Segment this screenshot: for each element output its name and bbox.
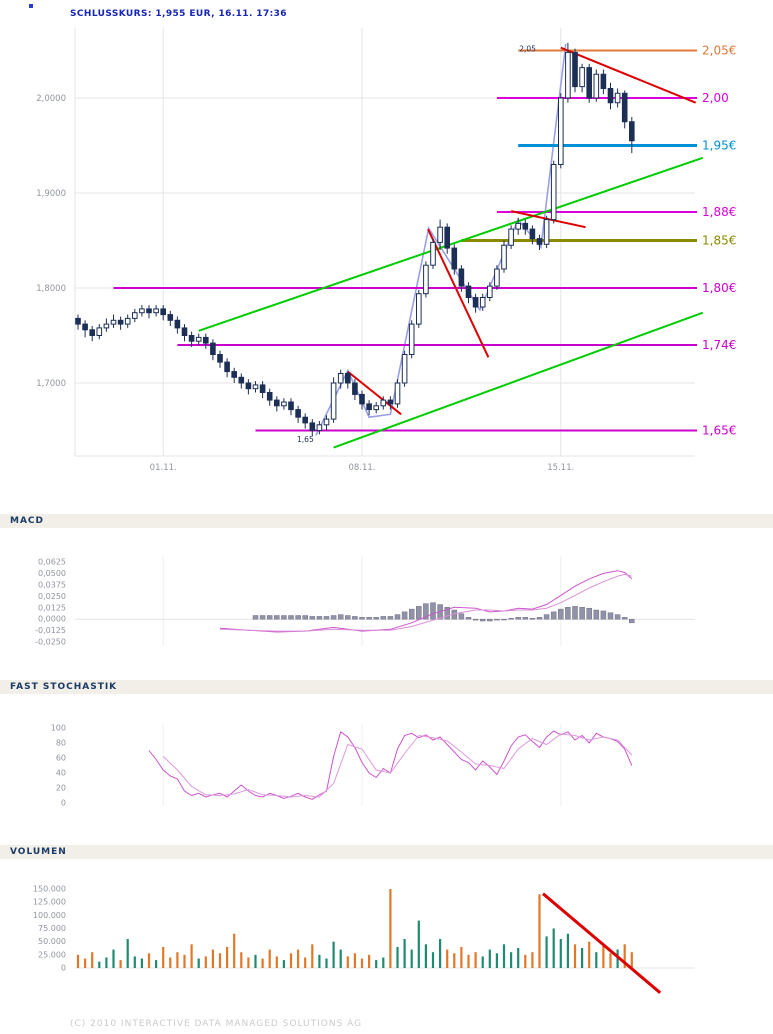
- svg-text:1,88€: 1,88€: [702, 205, 736, 219]
- svg-text:1,95€: 1,95€: [702, 139, 736, 153]
- macd-histogram: [252, 602, 635, 624]
- svg-text:25.000: 25.000: [38, 950, 66, 959]
- macd-grid: [75, 556, 695, 646]
- svg-text:1,74€: 1,74€: [702, 338, 736, 352]
- brand-dot-icon: [29, 4, 33, 8]
- price-x-axis-labels: 01.11. 08.11. 15.11.: [150, 463, 575, 473]
- copyright-text: (C) 2010 INTERACTIVE DATA MANAGED SOLUTI…: [70, 1019, 363, 1029]
- svg-text:0: 0: [61, 964, 66, 973]
- svg-text:1,7000: 1,7000: [36, 379, 66, 389]
- svg-text:2,0000: 2,0000: [36, 94, 66, 104]
- macd-lines: [219, 570, 633, 633]
- svg-text:75.000: 75.000: [38, 924, 66, 933]
- svg-text:20: 20: [56, 784, 66, 793]
- svg-text:100.000: 100.000: [33, 911, 66, 920]
- stochastik-chart: 100 80 60 40 20 0: [51, 724, 633, 808]
- svg-text:1,80€: 1,80€: [702, 281, 736, 295]
- svg-text:-0,0125: -0,0125: [35, 626, 66, 635]
- svg-text:08.11.: 08.11.: [348, 463, 375, 473]
- volumen-panel-title: VOLUMEN: [10, 847, 67, 857]
- macd-y-axis-labels: 0,0625 0,0500 0,0375 0,0250 0,0125 0,0000 -0,0…: [35, 558, 66, 647]
- stoch-grid: [162, 724, 562, 806]
- horizontal-price-levels: 2,05€ 2,00 1,95€ 1,88€ 1,85€ 1,80€ 1,74€ 1,65€: [113, 44, 736, 438]
- volume-bars: [76, 889, 633, 968]
- vol-y-axis-labels: 150.000 125.000 100.000 75.000 50.000 25.000 0: [33, 885, 66, 973]
- svg-text:1,85€: 1,85€: [702, 234, 736, 248]
- price-annotations: 2,05 1,65: [297, 45, 536, 444]
- closing-price-summary: SCHLUSSKURS: 1,955 EUR, 16.11. 17:36: [70, 9, 287, 19]
- svg-text:15.11.: 15.11.: [547, 463, 574, 473]
- stoch-lines: [148, 730, 633, 800]
- svg-text:2,05: 2,05: [519, 45, 536, 54]
- svg-text:1,65€: 1,65€: [702, 424, 736, 438]
- svg-text:40: 40: [56, 769, 66, 778]
- volume-trendline: [542, 892, 662, 994]
- svg-text:60: 60: [56, 754, 66, 763]
- price-y-axis-labels: 2,0000 1,9000 1,8000 1,7000: [36, 94, 66, 389]
- svg-text:1,8000: 1,8000: [36, 284, 66, 294]
- svg-text:2,05€: 2,05€: [702, 44, 736, 58]
- svg-text:0,0375: 0,0375: [38, 580, 66, 589]
- svg-text:0,0250: 0,0250: [38, 592, 66, 601]
- svg-text:01.11.: 01.11.: [150, 463, 177, 473]
- macd-panel-header: MACD: [0, 514, 773, 528]
- svg-text:125.000: 125.000: [33, 898, 66, 907]
- svg-text:0,0500: 0,0500: [38, 569, 66, 578]
- svg-text:1,9000: 1,9000: [36, 189, 66, 199]
- macd-panel-title: MACD: [10, 516, 44, 526]
- volumen-chart: 150.000 125.000 100.000 75.000 50.000 25.000 0: [33, 885, 695, 994]
- candles: [75, 42, 635, 437]
- price-chart: 2,0000 1,9000 1,8000 1,7000 01.11. 08.11. 15.1…: [36, 28, 736, 473]
- svg-text:80: 80: [56, 739, 66, 748]
- svg-text:150.000: 150.000: [33, 885, 66, 894]
- svg-text:2,00: 2,00: [702, 91, 729, 105]
- stochastik-panel-title: FAST STOCHASTIK: [10, 682, 118, 692]
- macd-chart: 0,0625 0,0500 0,0375 0,0250 0,0125 0,0000 -0,0…: [35, 556, 695, 647]
- stochastik-panel-header: FAST STOCHASTIK: [0, 680, 773, 694]
- svg-text:1,65: 1,65: [297, 435, 314, 444]
- svg-text:100: 100: [51, 724, 66, 733]
- svg-text:0,0125: 0,0125: [38, 603, 66, 612]
- svg-text:0,0000: 0,0000: [38, 615, 66, 624]
- volumen-panel-header: VOLUMEN: [0, 845, 773, 859]
- stoch-y-axis-labels: 100 80 60 40 20 0: [51, 724, 66, 808]
- svg-text:50.000: 50.000: [38, 937, 66, 946]
- svg-text:0: 0: [61, 799, 66, 808]
- svg-text:0,0625: 0,0625: [38, 558, 66, 567]
- svg-text:-0,0250: -0,0250: [35, 638, 66, 647]
